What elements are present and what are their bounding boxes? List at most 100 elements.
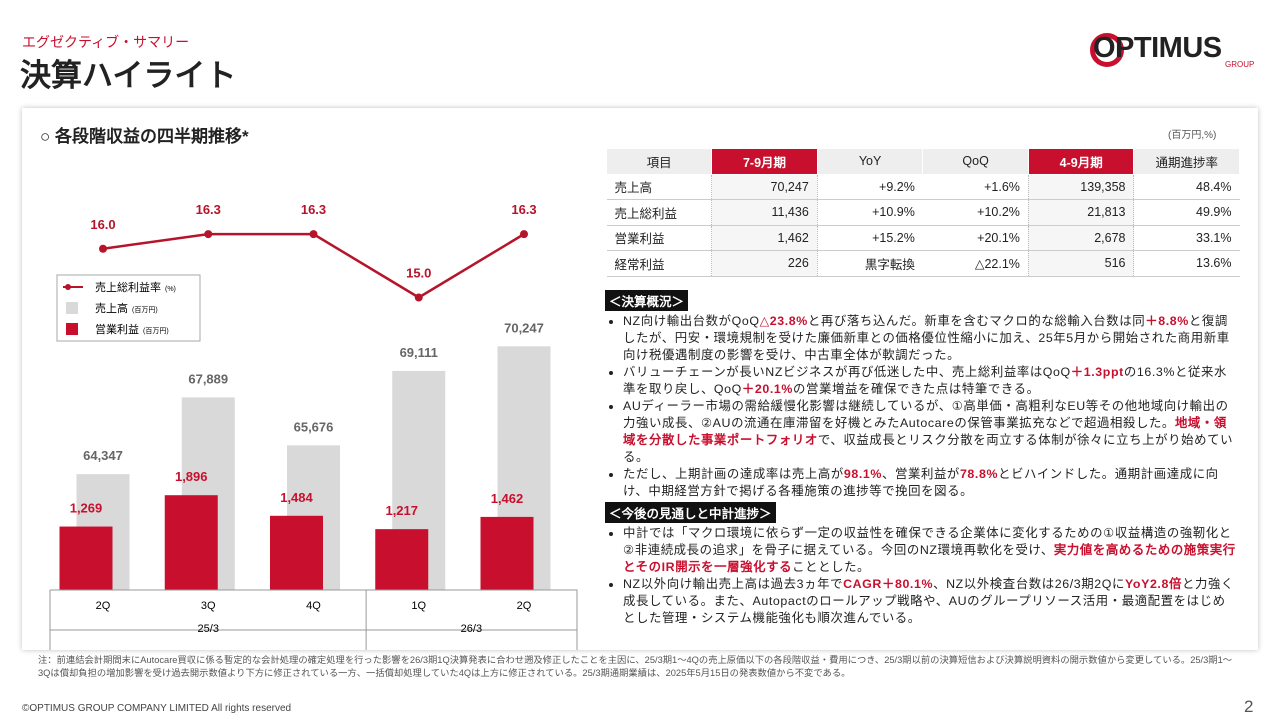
line-point: [204, 230, 213, 239]
bullet: ただし、上期計画の達成率は売上高が98.1%、営業利益が78.8%とビハインドし…: [623, 466, 1237, 500]
data-label: 1,462: [491, 491, 524, 506]
table-cell: 49.9%: [1133, 199, 1240, 226]
x-tick-label: 2Q: [517, 600, 532, 612]
text: バリューチェーンが長いNZビジネスが再び低迷した中、売上総利益率はQoQ: [623, 365, 1071, 379]
data-label: 1,269: [70, 501, 103, 516]
legend-name: 営業利益: [95, 322, 139, 336]
legend-unit: (百万円): [132, 306, 158, 314]
legend-label: 営業利益 (百万円): [95, 322, 169, 336]
data-label: 67,889: [188, 371, 228, 386]
breadcrumb: エグゼクティブ・サマリー: [22, 34, 190, 50]
table-header: 4-9月期: [1027, 148, 1135, 175]
emphasis: 78.8%: [959, 467, 999, 481]
table-cell: 2,678: [1027, 225, 1135, 251]
emphasis: ＋1.3ppt: [1070, 365, 1124, 379]
bullet: NZ以外向け輸出売上高は過去3ヵ年でCAGR＋80.1%、NZ以外検査台数は26…: [623, 576, 1237, 627]
bar: [375, 529, 429, 590]
table-row: 売上総利益 11,436 +10.9% +10.2% 21,813 49.9%: [606, 199, 1240, 226]
legend-swatch: [66, 302, 78, 314]
bullet: NZ向け輸出台数がQoQ△23.8%と再び落ち込んだ。新車を含むマクロ的な総輸入…: [623, 313, 1237, 364]
table-cell: △22.1%: [922, 250, 1029, 277]
legend-name: 売上総利益率: [95, 280, 161, 294]
table-header: QoQ: [922, 148, 1029, 175]
table-cell: 11,436: [711, 199, 818, 226]
page-number: 2: [1244, 697, 1254, 716]
bullet-list: 中計では「マクロ環境に依らず一定の収益性を確保できる企業体に変化するための①収益…: [605, 525, 1237, 627]
text: とビハインドした。通期計画達成に向け、中期経営方針で掲げる各種施策の進捗等で挽回…: [623, 467, 1219, 498]
bar: [59, 526, 113, 590]
data-label: 15.0: [406, 266, 431, 281]
logo-sub: GROUP: [1225, 60, 1255, 69]
table-cell: 70,247: [711, 174, 818, 200]
table-cell: +10.2%: [922, 199, 1029, 226]
logo: OPTIMUS GROUP: [1088, 30, 1258, 74]
emphasis: CAGR＋80.1%: [843, 577, 934, 591]
data-label: 70,247: [504, 320, 544, 335]
x-tick-label: 1Q: [411, 600, 426, 612]
chart: 64,347 67,889 65,676 69,111 70,247 1,269 1,896…: [49, 202, 578, 650]
table-cell: 48.4%: [1133, 174, 1240, 200]
table-row: 営業利益 1,462 +15.2% +20.1% 2,678 33.1%: [606, 225, 1240, 251]
table-cell: 13.6%: [1133, 250, 1240, 277]
text: 、NZ以外検査台数は26/3期2Qに: [933, 577, 1125, 591]
text: で、収益成長とリスク分散を両立する体制が徐々に立ち上がり始めている。: [623, 433, 1234, 464]
emphasis: 実力値を高めるための施策実行とそのIR開示を一層強化する: [623, 543, 1236, 574]
page-title: 決算ハイライト: [20, 58, 237, 93]
emphasis: 地域・領域を分散した事業ポートフォリオ: [623, 416, 1227, 447]
emphasis: △23.8%: [759, 314, 808, 328]
table-cell: 139,358: [1027, 174, 1135, 200]
section-title: ＜今後の見通しと中計進捗＞: [605, 502, 776, 523]
logo-name: OPTIMUS: [1093, 32, 1222, 64]
table-header: 7-9月期: [711, 148, 818, 175]
x-tick-label: 4Q: [306, 600, 321, 612]
table-cell: +9.2%: [817, 174, 923, 200]
data-label: 64,347: [83, 448, 123, 463]
table-row: 経常利益 226 黒字転換 △22.1% 516 13.6%: [606, 250, 1240, 277]
text: ただし、上期計画の達成率は売上高が: [623, 467, 844, 481]
data-label: 16.3: [301, 202, 326, 217]
line-point: [309, 230, 318, 239]
bullet: バリューチェーンが長いNZビジネスが再び低迷した中、売上総利益率はQoQ＋1.3…: [623, 364, 1237, 398]
data-label: 16.0: [90, 217, 115, 232]
bar: [270, 515, 323, 590]
text: 、営業利益が: [881, 467, 960, 481]
data-label: 1,217: [385, 503, 418, 518]
footnote: 注：前連結会計期間末にAutocare買収に係る暫定的な会計処理の確定処理を行っ…: [38, 655, 1233, 678]
line-point: [520, 230, 528, 239]
table-cell: 1,462: [711, 225, 818, 251]
emphasis: ＋20.1%: [741, 382, 794, 396]
text: こととした。: [792, 560, 871, 574]
legend-label: 売上高 (百万円): [95, 301, 158, 315]
text: AUディーラー市場の需給緩慢化影響は継続しているが、①高単価・高粗利なEU等その…: [623, 399, 1229, 430]
group-label: 25/3: [198, 623, 219, 635]
text: の営業増益を確保できた点は特筆できる。: [793, 382, 1040, 396]
table-header-row: 項目 7-9月期 YoY QoQ 4-9月期 通期進捗率: [605, 148, 1240, 175]
legend-label: 売上総利益率 (%): [95, 280, 176, 294]
panel-title: ○ 各段階収益の四半期推移*: [40, 127, 249, 146]
commentary: ＜決算概況＞NZ向け輸出台数がQoQ△23.8%と再び落ち込んだ。新車を含むマク…: [605, 290, 1237, 629]
table-cell: 516: [1027, 250, 1135, 277]
bullet: AUディーラー市場の需給緩慢化影響は継続しているが、①高単価・高粗利なEU等その…: [623, 398, 1237, 466]
x-tick-label: 3Q: [201, 600, 216, 612]
legend-swatch: [66, 323, 78, 335]
text: 中計では「マクロ環境に依らず一定の収益性を確保できる企業体に変化するための①収益…: [623, 526, 1232, 557]
table-header: 通期進捗率: [1133, 148, 1240, 175]
text: NZ以外向け輸出売上高は過去3ヵ年で: [623, 577, 844, 591]
data-label: 16.3: [511, 202, 536, 217]
table-cell: 黒字転換: [817, 250, 923, 277]
logo-ring: [1090, 33, 1124, 67]
bar: [164, 495, 218, 590]
data-label: 69,111: [400, 345, 438, 360]
table-header: 項目: [605, 148, 713, 175]
data-label: 65,676: [294, 419, 334, 434]
table-header: YoY: [816, 148, 924, 175]
bullet-list: NZ向け輸出台数がQoQ△23.8%と再び落ち込んだ。新車を含むマクロ的な総輸入…: [605, 313, 1237, 500]
bullet: 中計では「マクロ環境に依らず一定の収益性を確保できる企業体に変化するための①収益…: [623, 525, 1237, 576]
text: と復調したが、円安・環境規制を受けた廉価新車との価格優位性縮小に加え、25年5月…: [623, 314, 1230, 362]
summary-table: 項目 7-9月期 YoY QoQ 4-9月期 通期進捗率 売上高 70,247 +9.2% +1.…: [605, 148, 1240, 277]
line-point: [99, 244, 107, 253]
data-label: 1,896: [175, 469, 208, 484]
line-point: [414, 293, 423, 302]
table-cell: +15.2%: [817, 225, 923, 251]
